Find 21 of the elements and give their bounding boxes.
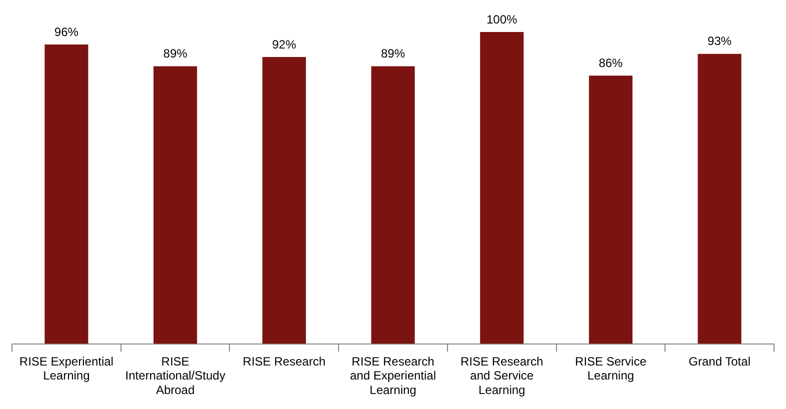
- bar: [44, 44, 88, 344]
- data-label: 89%: [163, 46, 188, 61]
- x-tick-label: Grand Total: [688, 354, 750, 368]
- data-label: 89%: [380, 46, 406, 61]
- x-tick-label: RISE Research and Service Learning: [460, 354, 544, 398]
- bar: [588, 76, 632, 344]
- bar: [480, 32, 524, 344]
- x-tick-label: RISE International/Study Abroad: [125, 354, 226, 398]
- data-label: 93%: [708, 34, 732, 48]
- bar: [154, 66, 198, 344]
- data-label: 86%: [598, 56, 624, 70]
- x-tick-label: RISE Service Learning: [575, 354, 647, 383]
- x-tick-label: RISE Research: [242, 354, 326, 368]
- bar: [371, 66, 415, 344]
- x-tick-label: RISE Experiential Learning: [19, 354, 114, 383]
- data-label: 100%: [486, 12, 518, 26]
- bar: [262, 56, 306, 344]
- x-tick-label: RISE Research and Experiential Learning: [350, 354, 436, 398]
- data-label: 92%: [272, 37, 296, 52]
- data-label: 96%: [54, 24, 79, 39]
- bar: [698, 54, 742, 344]
